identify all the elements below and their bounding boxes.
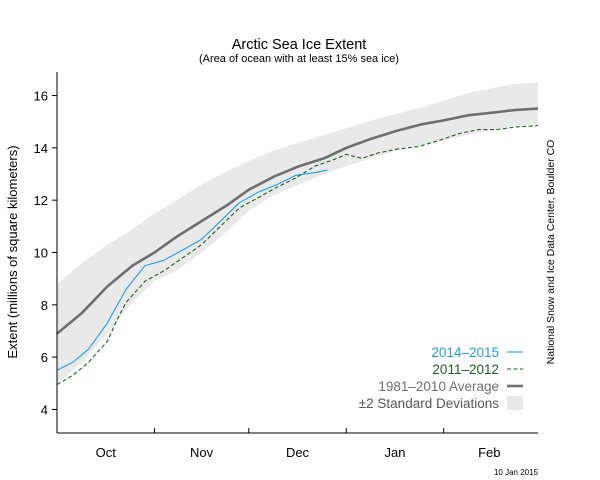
x-ticks: Oct Nov Dec Jan Feb xyxy=(56,428,500,460)
chart-subtitle: (Area of ocean with at least 15% sea ice… xyxy=(199,53,399,65)
chart-title: Arctic Sea Ice Extent xyxy=(232,37,367,53)
x-tick-label: Feb xyxy=(478,445,500,460)
y-tick-label: 16 xyxy=(34,89,48,104)
y-tick-label: 12 xyxy=(34,193,48,208)
y-tick-label: 4 xyxy=(41,402,48,417)
x-tick-label: Dec xyxy=(286,445,310,460)
y-ticks: 4 6 8 10 12 14 16 xyxy=(34,89,57,417)
legend: 2014–2015 2011–2012 1981–2010 Average ±2 St… xyxy=(359,345,523,411)
date-stamp: 10 Jan 2015 xyxy=(494,468,539,477)
x-tick-label: Nov xyxy=(190,445,214,460)
series-line-1981-2010-average xyxy=(56,107,539,335)
legend-label: 2014–2015 xyxy=(431,345,499,360)
y-tick-label: 8 xyxy=(41,298,48,313)
std-dev-band xyxy=(57,82,538,384)
plot-area: 4 6 8 10 12 14 16 Oct Nov Dec Jan Feb xyxy=(34,72,539,460)
series-line-2014-2015 xyxy=(56,169,328,371)
x-tick-label: Jan xyxy=(384,445,405,460)
legend-label: 2011–2012 xyxy=(432,362,499,377)
x-tick-label: Oct xyxy=(96,445,117,460)
source-credit: National Snow and Ice Data Center, Bould… xyxy=(545,140,557,365)
y-axis-label: Extent (millions of square kilometers) xyxy=(5,145,20,358)
y-tick-label: 10 xyxy=(34,246,48,261)
y-tick-label: 6 xyxy=(41,350,48,365)
series-line-2011-2012 xyxy=(56,125,539,386)
series-layer xyxy=(56,107,539,386)
legend-swatch xyxy=(507,396,523,410)
legend-label: 1981–2010 Average xyxy=(378,379,499,394)
legend-label: ±2 Standard Deviations xyxy=(359,396,499,411)
y-tick-label: 14 xyxy=(34,141,48,156)
